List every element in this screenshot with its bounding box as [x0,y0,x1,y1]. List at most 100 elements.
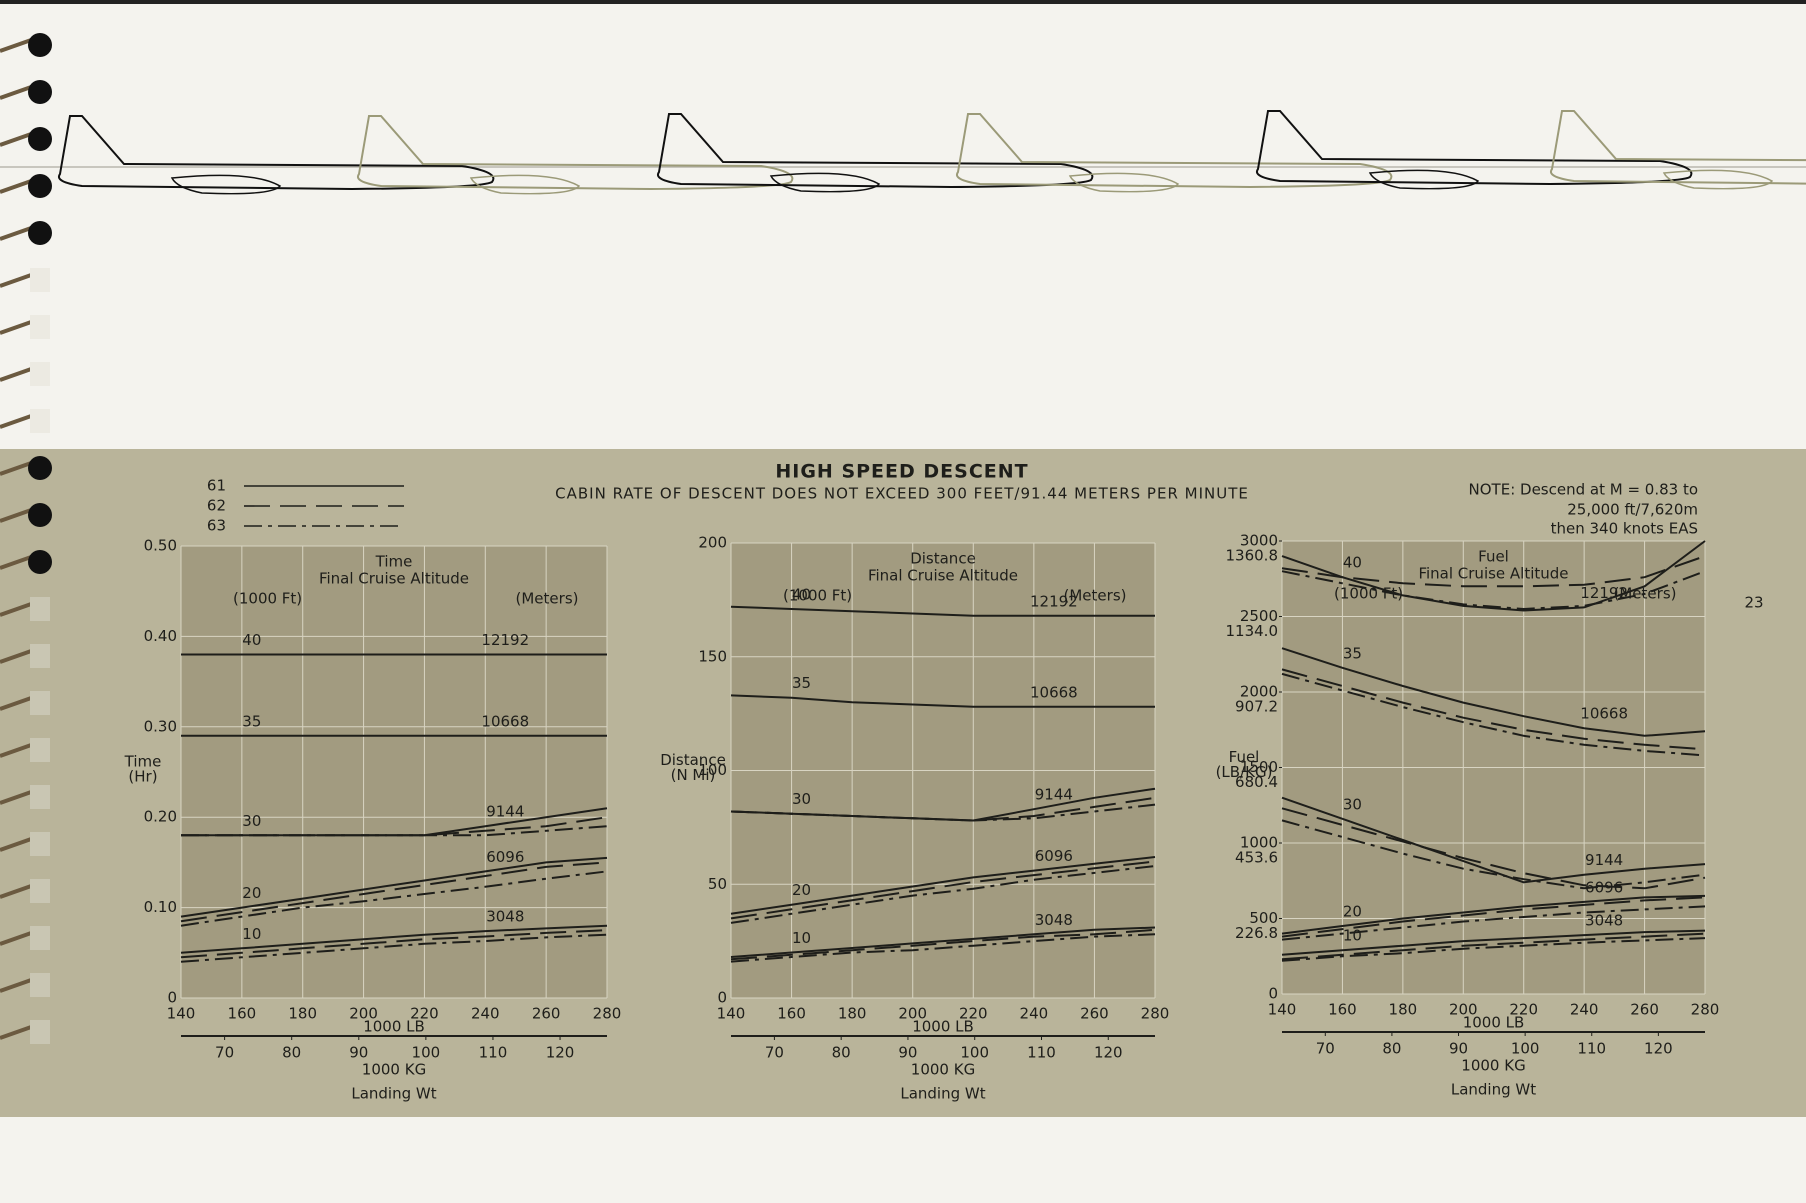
x-tick-label: 240 [471,1005,500,1023]
data-line [180,856,608,918]
binding-wire [0,601,35,617]
x-tick-label: 180 [838,1005,867,1023]
chart-subtitle: Final Cruise Altitude [868,567,1018,585]
binding-wire [0,225,35,241]
altitude-label: 10 [242,925,261,943]
binding-wire [0,460,35,476]
x-tick-label: 140 [167,1005,196,1023]
meters-label: 10668 [1580,705,1628,723]
data-line [1281,905,1706,941]
y-tick-label: 100 [698,761,727,779]
binding-hole [30,644,50,668]
x-tick-label: 160 [777,1005,806,1023]
binding-hole [30,738,50,762]
x-tick-label: 280 [593,1005,622,1023]
y-tick-label: 0 [717,989,727,1007]
x2-axis-label: 1000 KG [911,1061,975,1079]
x-tick-label: 180 [1389,1001,1418,1019]
x-tick-label: 160 [1328,1001,1357,1019]
binding-hole [30,409,50,433]
y2-tick-label: 1360.8 [1226,547,1279,565]
meters-label: 10668 [481,712,529,730]
binding-wire [0,37,35,53]
binding-hole [30,268,50,292]
x-tick-label: 240 [1570,1001,1599,1019]
altitude-label: 20 [1343,903,1362,921]
meters-label: 9144 [1585,851,1623,869]
binding-wire [0,413,35,429]
altitude-label: 40 [242,631,261,649]
binding-hole [30,832,50,856]
page-subtitle: CABIN RATE OF DESCENT DOES NOT EXCEED 30… [555,485,1249,503]
binding-hole [30,1020,50,1044]
x-tick-label: 200 [349,1005,378,1023]
y-tick-label: 50 [708,875,727,893]
data-line [730,933,1156,963]
legend-label: 61 [207,477,226,495]
chart-title: Distance [910,550,976,568]
data-line [730,865,1156,924]
data-line [730,694,1155,708]
x2-tick-label: 80 [282,1044,301,1062]
x-axis-label: 1000 LB [363,1018,425,1036]
data-line [180,870,608,927]
binding-wire [0,1024,35,1040]
binding-hole [30,362,50,386]
binding-wire [0,84,35,100]
x2-tick-label: 110 [479,1044,508,1062]
data-line [1281,929,1706,956]
binding-wire [0,366,35,382]
altitude-label: 40 [792,585,811,603]
binding-wire [0,836,35,852]
altitude-label: 30 [792,790,811,808]
charts: 140 160 180 200 220 240 260 28000.100.200.300.4… [124,532,1720,1103]
x2-tick-label: 70 [1316,1040,1335,1058]
binding-hole [28,221,52,245]
binding-hole [28,80,52,104]
x-tick-label: 220 [410,1005,439,1023]
y-tick-label: 0.10 [144,898,177,916]
y2-tick-label: 226.8 [1235,924,1278,942]
y-tick-label: 0.50 [144,537,177,555]
y-axis-label: Fuel [1229,748,1260,766]
meters-label: 12192 [1030,592,1078,610]
x2-tick-label: 120 [546,1044,575,1062]
binding-hole [28,456,52,480]
chart: 140 160 180 200 220 240 260 280 0 0.10 0.20 0.30 0.4… [124,537,622,1103]
right-unit: (Meters) [1064,587,1127,605]
data-line [730,605,1155,617]
data-line [1281,894,1706,935]
x-tick-label: 200 [1449,1001,1478,1019]
x-tick-label: 180 [288,1005,317,1023]
x-tick-label: 240 [1020,1005,1049,1023]
altitude-label: 40 [1343,554,1362,572]
x-footer: Landing Wt [351,1085,436,1103]
y-axis-label: (N Mi) [671,766,716,784]
x2-tick-label: 90 [349,1044,368,1062]
x-tick-label: 160 [228,1005,257,1023]
x-tick-label: 260 [1630,1001,1659,1019]
x2-tick-label: 100 [960,1044,989,1062]
y-tick-label: 0.20 [144,808,177,826]
data-line [1281,819,1706,890]
x2-tick-label: 70 [215,1044,234,1062]
x-tick-label: 280 [1691,1001,1720,1019]
binding-wire [0,695,35,711]
x2-tick-label: 80 [832,1044,851,1062]
meters-label: 3048 [1585,912,1623,930]
data-line [180,933,608,963]
x-footer: Landing Wt [1451,1081,1536,1099]
binding-wire [0,648,35,664]
meters-label: 9144 [1035,786,1073,804]
legend-label: 63 [207,517,226,535]
x-tick-label: 220 [1509,1001,1538,1019]
x-tick-label: 260 [532,1005,561,1023]
data-line [1281,672,1706,757]
y-tick-label: 3000 [1240,532,1278,550]
binding-wire [0,131,35,147]
data-line [180,924,608,954]
chart-title: Time [375,553,413,571]
left-unit: (1000 Ft) [233,590,302,608]
data-line [730,856,1156,915]
